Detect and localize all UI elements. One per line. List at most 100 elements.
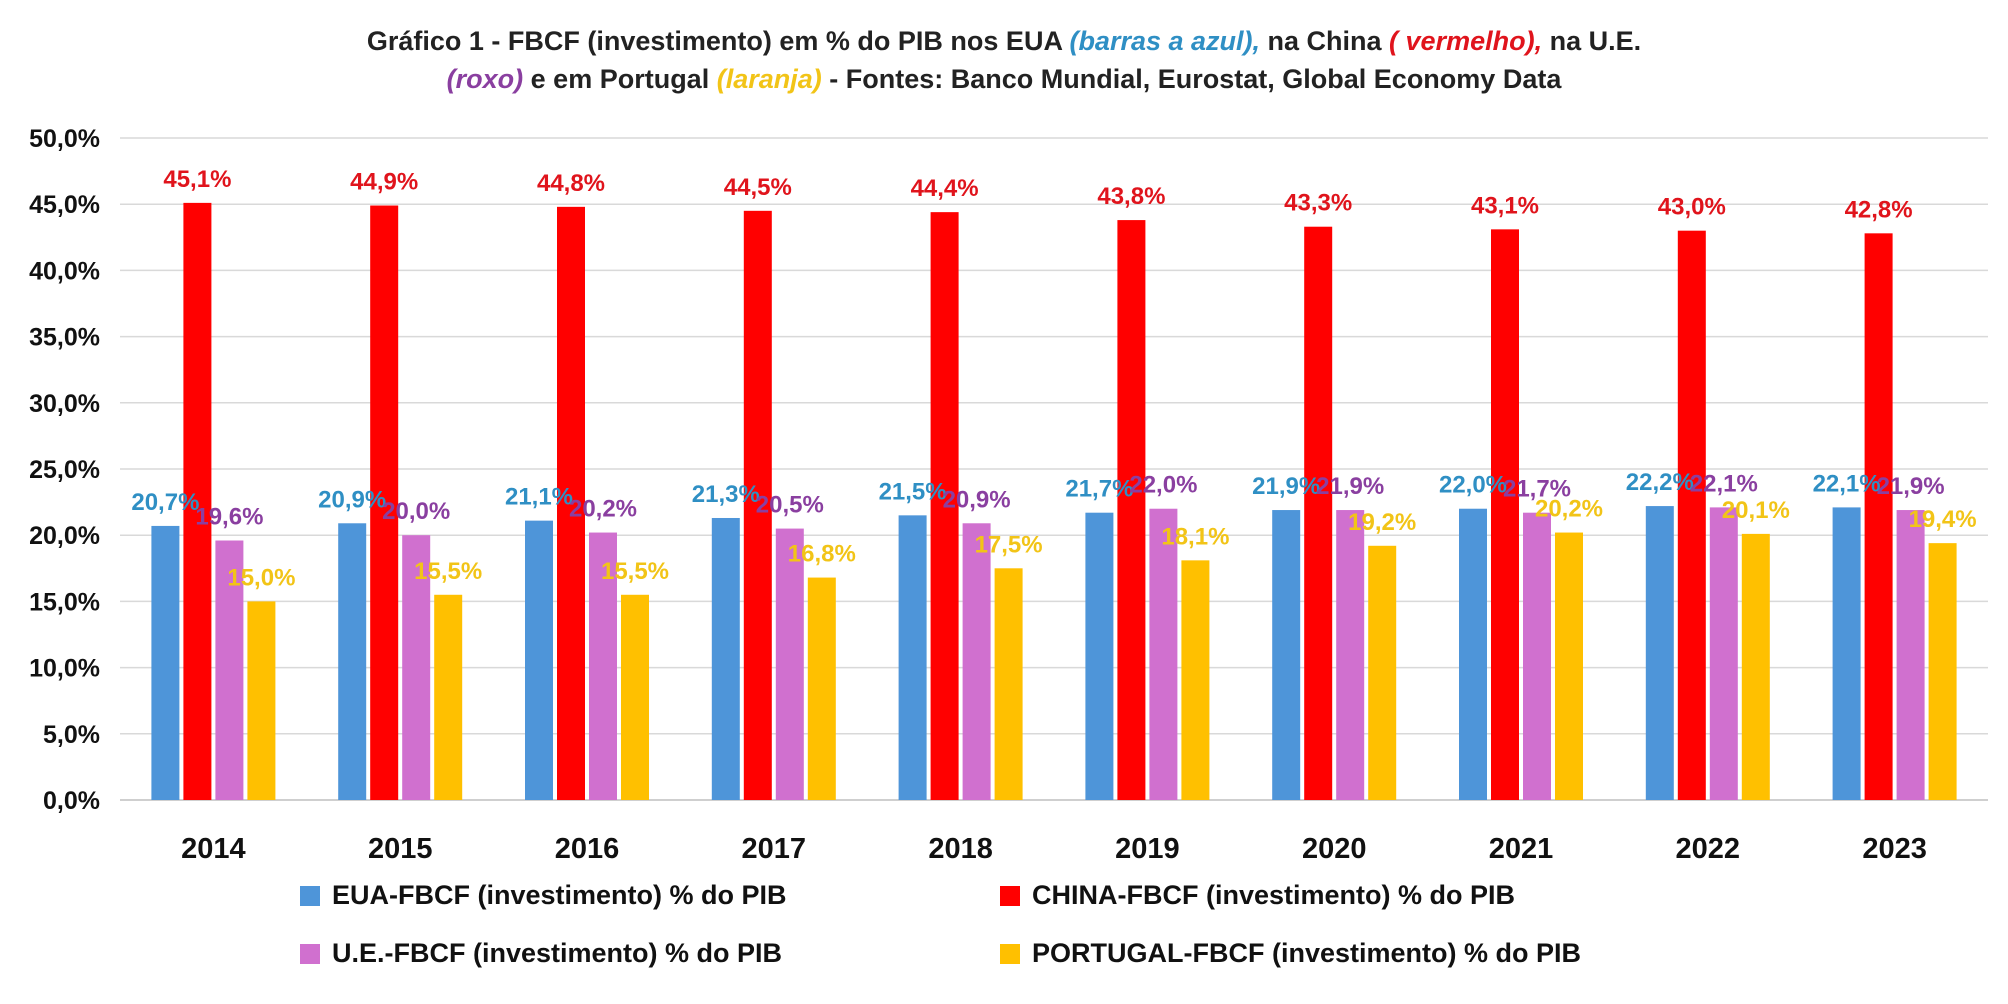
data-label: 20,1% [1722,497,1790,524]
data-label: 43,0% [1658,194,1726,221]
x-tick-label: 2014 [181,833,246,865]
x-axis-tick-labels: 2014 2015 2016 2017 2018 2019 2020 2021 2022 2023 [181,833,1927,865]
y-tick-label: 35,0% [29,324,100,352]
data-label: 22,0% [1129,472,1197,499]
bar [1117,220,1146,800]
data-label: 21,7% [1065,476,1133,503]
data-label: 22,1% [1690,470,1758,497]
data-label: 42,8% [1845,196,1913,223]
data-label: 44,5% [724,174,792,201]
bar [434,594,463,800]
y-tick-label: 50,0% [29,125,100,153]
data-labels: 20,7% 45,1% 19,6% 15,0% 20,9% 44,9% 20,0% 15,5%… [131,166,1976,592]
legend-label: EUA-FBCF (investimento) % do PIB [332,880,787,910]
data-label: 44,8% [537,170,605,197]
bar [1832,507,1861,800]
legend-swatch [300,943,320,964]
bar [1368,545,1397,800]
data-label: 20,9% [943,486,1011,513]
bar [1272,510,1301,800]
bar [1523,512,1551,800]
data-label: 17,5% [975,531,1043,558]
legend: EUA-FBCF (investimento) % do PIB CHINA-FB… [0,880,2008,990]
data-label: 21,9% [1877,473,1945,500]
y-tick-label: 40,0% [29,257,100,285]
legend-item: EUA-FBCF (investimento) % do PIB [300,880,787,911]
bar-chart: 0,0% 5,0% 10,0% 15,0% 20,0% 25,0% 30,0% 35,0% 40… [29,125,1988,865]
data-label: 22,0% [1439,472,1507,499]
chart-title-line-2: (roxo) e em Portugal (laranja) - Fontes:… [446,64,1562,94]
bar [1645,506,1674,800]
chart-title: Gráfico 1 - FBCF (investimento) em % do … [0,22,2008,98]
bar [1928,543,1957,800]
legend-item: U.E.-FBCF (investimento) % do PIB [300,938,782,969]
data-label: 20,2% [569,496,637,523]
bar [1149,508,1178,800]
x-tick-label: 2016 [555,833,620,865]
data-label: 21,9% [1252,473,1320,500]
gridlines [120,137,1988,801]
chart-title-line-1: Gráfico 1 - FBCF (investimento) em % do … [366,26,1642,56]
data-label: 43,1% [1471,192,1539,219]
bar [1304,226,1333,800]
legend-label: PORTUGAL-FBCF (investimento) % do PIB [1032,938,1581,968]
x-tick-label: 2019 [1115,833,1180,865]
data-label: 20,9% [318,486,386,513]
data-label: 16,8% [788,541,856,568]
x-tick-label: 2015 [368,833,433,865]
data-label: 20,5% [756,492,824,519]
x-tick-label: 2017 [742,833,807,865]
bar [1085,512,1114,800]
legend-item: CHINA-FBCF (investimento) % do PIB [1000,880,1515,911]
legend-swatch [1000,943,1020,964]
y-tick-label: 0,0% [43,787,100,815]
data-label: 21,7% [1503,476,1571,503]
bar [930,212,959,801]
y-tick-label: 45,0% [29,191,100,219]
y-axis-tick-labels: 0,0% 5,0% 10,0% 15,0% 20,0% 25,0% 30,0% 35,0% 40… [29,125,100,815]
bar [1459,508,1487,800]
bar [1677,230,1706,800]
bar [1491,229,1519,800]
data-label: 21,3% [692,481,760,508]
bar [338,523,367,800]
data-label: 21,1% [505,484,573,511]
data-label: 20,0% [382,498,450,525]
bar [807,577,836,800]
x-tick-label: 2022 [1676,833,1741,865]
bar [1336,510,1365,800]
bar [1709,507,1738,800]
bar [711,517,740,800]
data-label: 22,1% [1813,470,1881,497]
x-tick-label: 2021 [1489,833,1554,865]
bar [1896,510,1925,800]
data-label: 22,2% [1626,469,1694,496]
legend-swatch [300,885,320,906]
bar [994,568,1023,800]
y-tick-label: 30,0% [29,390,100,418]
data-label: 19,4% [1909,506,1977,533]
legend-item: PORTUGAL-FBCF (investimento) % do PIB [1000,938,1581,969]
x-tick-label: 2023 [1862,833,1927,865]
bar [621,594,649,800]
data-label: 43,8% [1097,183,1165,210]
legend-swatch [1000,885,1020,906]
bar [151,525,180,800]
data-label: 21,9% [1316,473,1384,500]
bar [525,520,553,800]
bar [557,206,585,800]
data-label: 18,1% [1161,523,1229,550]
y-tick-label: 5,0% [43,721,100,749]
bar [1864,233,1893,800]
data-label: 45,1% [163,166,231,193]
data-label: 43,3% [1284,190,1352,217]
bar [962,523,991,800]
bar [743,210,772,800]
data-label: 19,6% [195,503,263,530]
bar [402,535,431,800]
bar [215,540,244,800]
data-label: 44,4% [911,175,979,202]
bar [1555,532,1583,800]
data-label: 15,0% [227,564,295,591]
bar [898,515,927,800]
